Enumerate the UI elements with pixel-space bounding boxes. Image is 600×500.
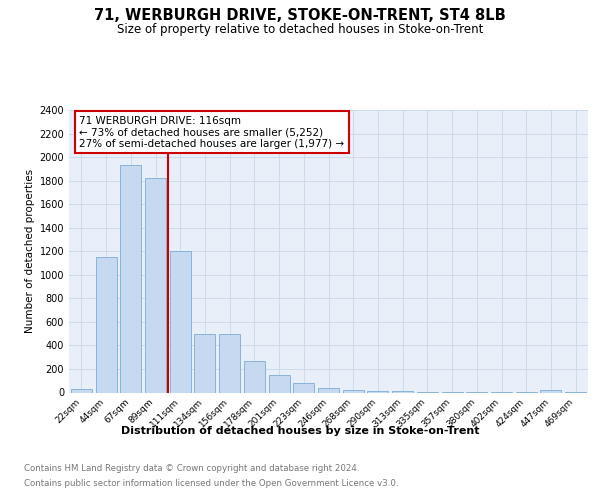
Bar [318, 388, 339, 392]
Bar [219, 334, 240, 392]
Text: Distribution of detached houses by size in Stoke-on-Trent: Distribution of detached houses by size … [121, 426, 479, 436]
Bar [95, 257, 116, 392]
Text: Contains public sector information licensed under the Open Government Licence v3: Contains public sector information licen… [24, 479, 398, 488]
Bar [71, 389, 92, 392]
Bar [145, 178, 166, 392]
Bar [170, 252, 191, 392]
Bar [244, 360, 265, 392]
Bar [541, 390, 562, 392]
Bar [343, 390, 364, 392]
Text: Contains HM Land Registry data © Crown copyright and database right 2024.: Contains HM Land Registry data © Crown c… [24, 464, 359, 473]
Text: 71 WERBURGH DRIVE: 116sqm
← 73% of detached houses are smaller (5,252)
27% of se: 71 WERBURGH DRIVE: 116sqm ← 73% of detac… [79, 116, 344, 149]
Bar [194, 334, 215, 392]
Bar [120, 166, 141, 392]
Text: Size of property relative to detached houses in Stoke-on-Trent: Size of property relative to detached ho… [117, 22, 483, 36]
Bar [269, 375, 290, 392]
Bar [293, 383, 314, 392]
Y-axis label: Number of detached properties: Number of detached properties [25, 169, 35, 334]
Text: 71, WERBURGH DRIVE, STOKE-ON-TRENT, ST4 8LB: 71, WERBURGH DRIVE, STOKE-ON-TRENT, ST4 … [94, 8, 506, 22]
